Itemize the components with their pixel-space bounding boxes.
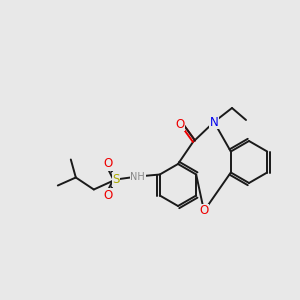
Text: O: O <box>176 118 184 130</box>
Text: NH: NH <box>130 172 145 182</box>
Text: O: O <box>103 189 112 202</box>
Text: O: O <box>200 205 208 218</box>
Text: N: N <box>210 116 218 128</box>
Text: O: O <box>103 157 112 170</box>
Text: S: S <box>112 173 119 186</box>
